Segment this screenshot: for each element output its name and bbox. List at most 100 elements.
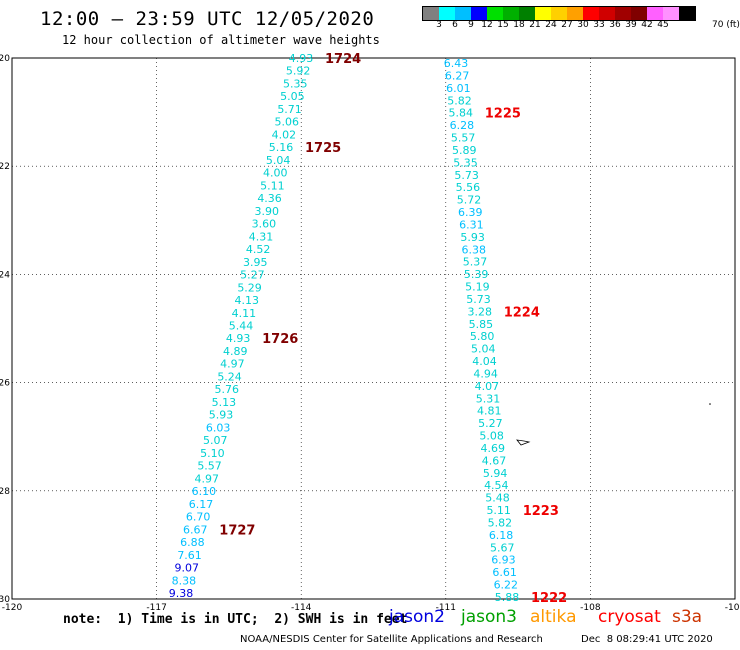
wave-height-value: 5.10 — [200, 447, 225, 460]
wave-height-value: 5.39 — [464, 268, 489, 281]
wave-height-value: 5.73 — [454, 169, 479, 182]
color-swatch — [519, 7, 535, 20]
wave-height-value: 4.93 — [226, 332, 251, 345]
pass-time-label: 1224 — [504, 305, 540, 320]
wave-height-value: 4.97 — [194, 472, 219, 485]
color-scale-label: 45 — [657, 20, 669, 30]
wave-height-value: 7.61 — [177, 549, 202, 562]
wave-height-value: 4.04 — [472, 355, 497, 368]
wave-height-value: 6.38 — [462, 243, 487, 256]
satellite-legend-jason3: jason3 — [461, 607, 517, 627]
color-scale-label: 9 — [468, 20, 474, 30]
wave-height-value: 4.13 — [234, 294, 259, 307]
wave-height-value: 5.35 — [283, 77, 308, 90]
wave-height-value: 5.13 — [212, 396, 237, 409]
wave-height-value: 5.93 — [209, 409, 234, 422]
pass-time-label: 1727 — [219, 523, 255, 538]
satellite-legend-jason2: jason2 — [389, 607, 445, 627]
lat-tick-label: -30 — [0, 595, 10, 605]
wave-height-value: 5.19 — [465, 281, 490, 294]
color-scale-label: 15 — [497, 20, 509, 30]
wave-height-value: 4.36 — [257, 192, 282, 205]
lon-tick-label: -114 — [291, 603, 312, 613]
wave-height-value: 6.01 — [446, 82, 471, 95]
wave-height-value: 6.67 — [183, 523, 208, 536]
map-title: 12:00 – 23:59 UTC 12/05/2020 — [40, 8, 375, 30]
color-scale-bar — [422, 6, 696, 21]
wave-height-value: 9.07 — [174, 562, 199, 575]
island-dot — [709, 403, 711, 405]
wave-height-value: 5.82 — [447, 94, 472, 107]
wave-height-value: 5.08 — [479, 430, 504, 443]
wave-height-value: 6.18 — [489, 529, 514, 542]
lat-tick-label: -28 — [0, 487, 10, 497]
wave-height-value: 4.81 — [477, 405, 502, 418]
wave-height-value: 6.17 — [189, 498, 214, 511]
wave-height-value: 8.38 — [172, 574, 197, 587]
color-scale-label: 27 — [561, 20, 573, 30]
wave-height-value: 5.29 — [237, 281, 262, 294]
lat-tick-label: -24 — [0, 270, 10, 280]
wave-height-value: 3.90 — [254, 205, 279, 218]
wave-height-value: 5.71 — [277, 103, 302, 116]
wave-height-value: 4.02 — [272, 128, 297, 141]
credit-text: NOAA/NESDIS Center for Satellite Applica… — [240, 634, 543, 645]
wave-height-value: 4.54 — [484, 479, 509, 492]
wave-height-value: 5.82 — [488, 516, 513, 529]
color-swatch — [503, 7, 519, 20]
wave-height-value: 5.16 — [269, 141, 294, 154]
pass-time-label: 1222 — [531, 591, 567, 606]
color-scale-label: 39 — [625, 20, 637, 30]
color-swatch — [599, 7, 615, 20]
left-satellite-track: 4.935.925.355.055.715.064.025.165.044.00… — [169, 52, 361, 600]
island-marker — [516, 439, 531, 446]
color-scale-label: 21 — [529, 20, 541, 30]
lon-tick-label: -117 — [146, 603, 166, 613]
lat-tick-label: -20 — [0, 54, 10, 64]
wave-height-value: 6.88 — [180, 536, 205, 549]
wave-height-value: 6.39 — [458, 206, 483, 219]
wave-height-value: 6.22 — [494, 579, 519, 592]
wave-height-value: 5.24 — [217, 370, 242, 383]
wave-height-value: 5.76 — [214, 383, 239, 396]
color-swatch — [551, 7, 567, 20]
wave-height-value: 3.60 — [252, 218, 277, 231]
color-swatch — [487, 7, 503, 20]
right-satellite-track: 6.436.276.015.825.846.285.575.895.355.73… — [444, 57, 567, 606]
wave-height-value: 5.48 — [485, 492, 510, 505]
wave-height-value: 4.07 — [475, 380, 500, 393]
wave-height-value: 3.95 — [243, 256, 268, 269]
pass-time-label: 1223 — [523, 504, 559, 519]
color-swatch — [631, 7, 647, 20]
color-swatch — [455, 7, 471, 20]
wave-height-value: 4.69 — [481, 442, 506, 455]
pass-time-label: 1225 — [485, 107, 521, 122]
color-swatch — [583, 7, 599, 20]
wave-height-value: 5.94 — [483, 467, 508, 480]
wave-height-value: 6.61 — [492, 566, 517, 579]
wave-height-value: 5.56 — [456, 181, 481, 194]
color-swatch — [471, 7, 487, 20]
wave-height-value: 4.94 — [473, 367, 498, 380]
lon-tick-label: -120 — [2, 603, 23, 613]
map-subtitle: 12 hour collection of altimeter wave hei… — [62, 33, 380, 47]
color-swatch — [535, 7, 551, 20]
color-scale-label: 12 — [481, 20, 493, 30]
color-scale-label: 42 — [641, 20, 653, 30]
color-scale-label: 30 — [577, 20, 589, 30]
lon-tick-label: -105 — [725, 603, 740, 613]
wave-height-value: 5.85 — [469, 318, 494, 331]
wave-height-value: 5.11 — [260, 179, 285, 192]
wave-height-value: 4.31 — [249, 230, 274, 243]
generated-timestamp: Dec 8 08:29:41 UTC 2020 — [581, 634, 713, 645]
wave-height-value: 4.93 — [289, 52, 314, 65]
wave-height-value: 4.67 — [482, 454, 507, 467]
wave-height-value: 5.80 — [470, 330, 495, 343]
wave-height-value: 5.72 — [457, 194, 482, 207]
satellite-legend-s3a: s3a — [672, 607, 703, 627]
color-swatch — [615, 7, 631, 20]
color-swatch — [663, 7, 679, 20]
wave-height-value: 4.52 — [246, 243, 271, 256]
wave-height-value: 4.89 — [223, 345, 248, 358]
